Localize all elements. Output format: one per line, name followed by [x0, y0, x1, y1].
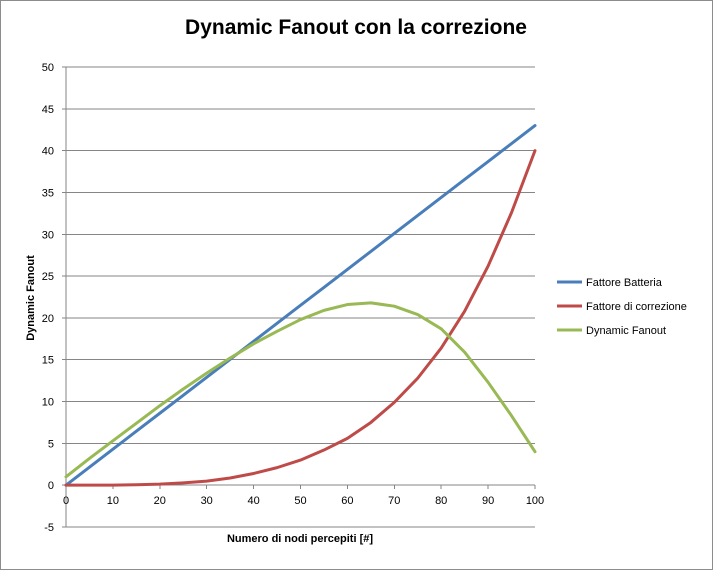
y-tick-label: 15 [42, 355, 54, 367]
x-tick-label: 30 [201, 495, 213, 507]
y-tick-labels: -5 0 5 10 15 20 25 30 35 40 45 50 [42, 62, 54, 534]
y-tick-label: 45 [42, 104, 54, 116]
legend-label: Fattore di correzione [586, 301, 687, 313]
gridlines [62, 66, 535, 528]
x-tick-label: 20 [154, 495, 166, 507]
y-tick-label: 35 [42, 187, 54, 199]
x-tick-label: 100 [526, 495, 544, 507]
series-lines [64, 124, 537, 487]
series-line [64, 301, 537, 479]
legend-label: Dynamic Fanout [586, 325, 666, 337]
y-tick-label: -5 [44, 522, 54, 534]
x-tick-label: 60 [341, 495, 353, 507]
y-tick-label: 20 [42, 313, 54, 325]
x-tick-label: 0 [63, 495, 69, 507]
y-tick-label: 0 [48, 480, 54, 492]
y-tick-label: 10 [42, 397, 54, 409]
x-tick-label: 90 [482, 495, 494, 507]
y-axis-title: Dynamic Fanout [25, 255, 37, 341]
chart-title: Dynamic Fanout con la correzione [185, 16, 527, 39]
x-axis-title: Numero di nodi percepiti [#] [227, 533, 373, 545]
y-tick-label: 30 [42, 229, 54, 241]
y-tick-label: 25 [42, 271, 54, 283]
legend: Fattore Batteria Fattore di correzione Dyn… [557, 277, 687, 337]
x-tick-labels: 0 10 20 30 40 50 60 70 80 90 100 [63, 495, 544, 507]
x-tick-label: 70 [388, 495, 400, 507]
x-tick-label: 80 [435, 495, 447, 507]
x-tick-label: 40 [247, 495, 259, 507]
legend-label: Fattore Batteria [586, 277, 663, 289]
axes [65, 67, 536, 527]
y-tick-label: 50 [42, 62, 54, 74]
y-tick-label: 40 [42, 146, 54, 158]
series-line [64, 124, 537, 487]
x-tick-label: 50 [294, 495, 306, 507]
x-tick-label: 10 [107, 495, 119, 507]
series-line [64, 149, 537, 487]
y-tick-label: 5 [48, 438, 54, 450]
